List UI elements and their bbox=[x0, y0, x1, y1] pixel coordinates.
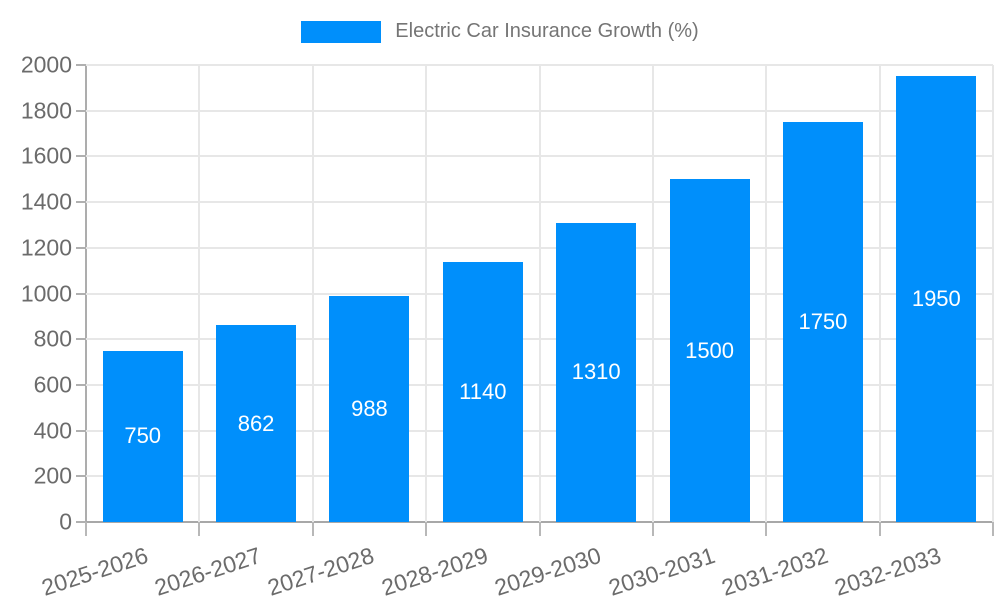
y-axis-tick-label: 0 bbox=[59, 508, 72, 535]
y-axis-tick bbox=[76, 246, 86, 249]
y-axis-tick bbox=[76, 429, 86, 432]
x-axis-tick bbox=[878, 522, 881, 536]
bar[interactable]: 862 bbox=[216, 325, 297, 522]
x-axis-tick-label: 2025-2026 bbox=[38, 542, 151, 600]
x-axis-tick bbox=[538, 522, 541, 536]
x-axis-tick-label: 2029-2030 bbox=[491, 542, 605, 600]
v-gridline bbox=[538, 65, 541, 522]
y-axis-tick-label: 1400 bbox=[20, 188, 72, 215]
y-axis-tick-label: 2000 bbox=[20, 51, 72, 78]
y-axis-tick-label: 800 bbox=[33, 325, 72, 352]
x-axis-tick-label: 2026-2027 bbox=[151, 542, 265, 600]
y-axis-tick bbox=[76, 109, 86, 112]
plot-area: 750 862 988 1140 1310 1500 1750 1950 bbox=[76, 64, 994, 536]
x-axis-tick-label: 2031-2032 bbox=[718, 542, 831, 600]
bar-value-label: 988 bbox=[351, 396, 388, 422]
legend-swatch-icon bbox=[301, 20, 382, 43]
y-axis-tick bbox=[76, 292, 86, 295]
x-axis-tick-label: 2032-2033 bbox=[831, 542, 945, 600]
bar[interactable]: 1500 bbox=[669, 179, 750, 522]
y-axis-tick-label: 1200 bbox=[20, 234, 72, 261]
y-axis-tick bbox=[76, 155, 86, 158]
y-axis-tick bbox=[76, 201, 86, 204]
bar-value-label: 1140 bbox=[459, 378, 507, 404]
bar[interactable]: 1950 bbox=[896, 76, 977, 522]
y-axis-tick-label: 1600 bbox=[20, 142, 72, 169]
y-axis-tick bbox=[76, 475, 86, 478]
v-gridline bbox=[425, 65, 428, 522]
x-axis-tick-label: 2028-2029 bbox=[378, 542, 491, 600]
bar[interactable]: 1140 bbox=[442, 261, 523, 522]
y-axis-tick bbox=[76, 338, 86, 341]
v-gridline bbox=[651, 65, 654, 522]
v-gridline bbox=[311, 65, 314, 522]
x-axis-tick bbox=[992, 522, 994, 536]
y-axis-tick bbox=[76, 383, 86, 386]
y-axis-labels: 0 200 400 600 800 1000 1200 1400 1600 1800 2000 bbox=[0, 52, 76, 535]
bar-value-label: 1500 bbox=[685, 337, 735, 363]
y-axis-tick-label: 1800 bbox=[20, 97, 72, 124]
bar[interactable]: 750 bbox=[102, 350, 183, 522]
v-gridline bbox=[878, 65, 881, 522]
y-axis-tick-label: 600 bbox=[33, 371, 72, 398]
y-axis-tick bbox=[76, 64, 86, 66]
bar-value-label: 1310 bbox=[571, 359, 621, 385]
v-gridline bbox=[992, 65, 994, 522]
bar-value-label: 750 bbox=[124, 423, 162, 449]
x-axis-tick bbox=[765, 522, 768, 536]
x-axis-tick-label: 2027-2028 bbox=[264, 542, 378, 600]
bar[interactable]: 988 bbox=[329, 296, 410, 522]
x-axis-tick bbox=[651, 522, 654, 536]
v-gridline bbox=[198, 65, 201, 522]
bar[interactable]: 1750 bbox=[782, 122, 863, 522]
legend-label: Electric Car Insurance Growth (%) bbox=[395, 20, 699, 42]
y-axis-tick-label: 1000 bbox=[20, 280, 72, 306]
v-gridline bbox=[765, 65, 768, 522]
x-axis-labels: 2025-2026 2026-2027 2027-2028 2028-2029 2029… bbox=[38, 537, 993, 600]
bar[interactable]: 1310 bbox=[556, 222, 637, 522]
bar-value-label: 1950 bbox=[911, 286, 961, 312]
y-axis-tick-label: 400 bbox=[33, 417, 72, 444]
bar-value-label: 862 bbox=[237, 410, 275, 436]
x-axis-tick-label: 2030-2031 bbox=[604, 542, 718, 600]
legend[interactable]: Electric Car Insurance Growth (%) bbox=[0, 20, 1000, 43]
x-axis-tick bbox=[425, 522, 428, 536]
y-axis-tick-label: 200 bbox=[33, 462, 72, 489]
x-axis-tick bbox=[311, 522, 314, 536]
x-axis-tick bbox=[198, 522, 201, 536]
x-axis-tick bbox=[85, 522, 87, 536]
y-axis-tick bbox=[76, 521, 86, 523]
bar-value-label: 1750 bbox=[798, 309, 848, 335]
